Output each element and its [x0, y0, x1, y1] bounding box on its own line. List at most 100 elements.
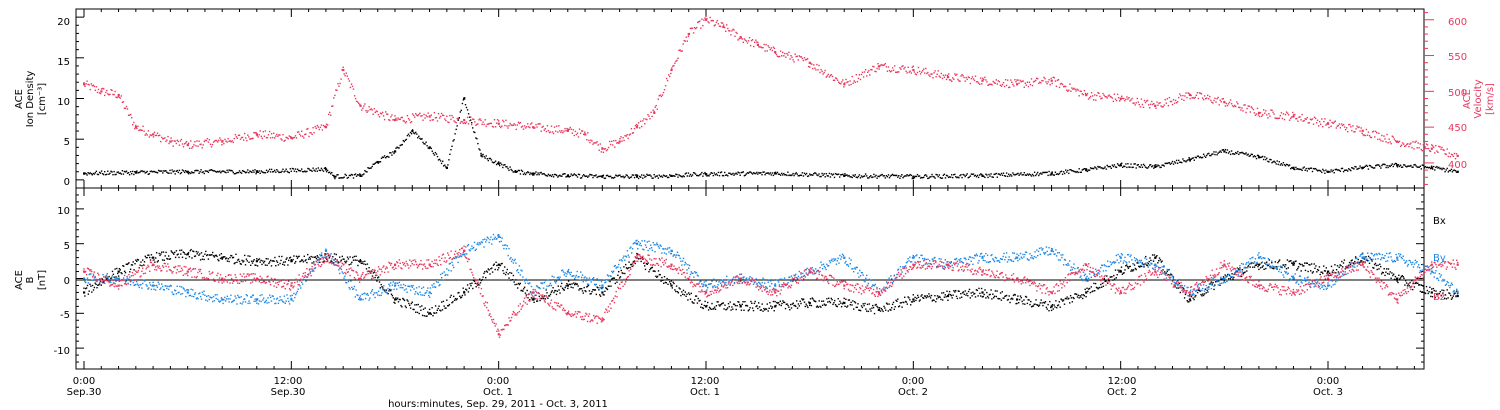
bx-point [174, 251, 176, 254]
bx-point [971, 295, 973, 297]
velocity-point [716, 19, 719, 22]
density-point [567, 174, 569, 176]
density-point [318, 169, 320, 171]
density-point [918, 175, 921, 177]
velocity-point [1210, 99, 1212, 102]
density-point [1359, 165, 1361, 167]
bx-point [740, 309, 743, 311]
velocity-point [124, 107, 127, 110]
velocity-point [324, 126, 328, 129]
velocity-point [1188, 92, 1190, 95]
velocity-point [177, 140, 179, 143]
bx-point [1448, 292, 1450, 294]
bx-point [1020, 297, 1022, 299]
bx-point [344, 260, 346, 263]
density-point [592, 176, 594, 179]
bx-point [1136, 262, 1138, 264]
density-point [880, 174, 882, 176]
velocity-point [394, 115, 396, 117]
density-point [194, 170, 196, 172]
bx-point [1307, 270, 1309, 273]
density-point [1231, 153, 1234, 155]
velocity-point [415, 113, 417, 115]
bx-point [862, 303, 864, 305]
velocity-point [166, 139, 168, 141]
bx-point [377, 277, 379, 279]
bx-point [221, 258, 223, 260]
velocity-point [771, 49, 773, 52]
density-point [851, 176, 853, 179]
velocity-point [1000, 85, 1003, 87]
velocity-point [634, 125, 637, 127]
bx-point [539, 299, 541, 302]
density-point [1125, 163, 1127, 165]
velocity-point [182, 146, 185, 148]
velocity-point [743, 38, 746, 40]
by-point [166, 287, 168, 290]
bx-point [180, 253, 182, 255]
panel-1-points [83, 15, 1459, 180]
density-point [1439, 168, 1441, 170]
bx-point [327, 254, 330, 257]
density-point [785, 174, 787, 176]
density-point [1192, 157, 1194, 159]
density-point [947, 176, 950, 179]
velocity-point [1367, 131, 1370, 133]
bx-point [726, 307, 729, 309]
density-point [136, 170, 138, 172]
bx-point [1186, 300, 1188, 302]
by-point [171, 291, 173, 293]
bx-point [1230, 276, 1232, 278]
velocity-point [1050, 77, 1052, 80]
bx-point [1422, 285, 1424, 287]
bx-point [209, 254, 211, 256]
velocity-point [758, 46, 760, 48]
velocity-point [484, 119, 486, 121]
bx-point [488, 269, 490, 271]
bx-point [1443, 297, 1446, 299]
velocity-point [1425, 143, 1428, 145]
density-point [828, 172, 831, 175]
by-point [154, 284, 156, 287]
density-point [834, 172, 837, 175]
density-point [1372, 167, 1375, 169]
bx-point [485, 270, 488, 272]
bx-point [401, 306, 403, 308]
density-point [1432, 168, 1434, 170]
bx-point [1060, 298, 1062, 300]
bx-point [342, 258, 344, 260]
bx-point [1310, 263, 1313, 265]
by-point [324, 249, 328, 252]
density-point [647, 174, 649, 176]
velocity-point [470, 116, 472, 118]
bx-point [544, 298, 546, 300]
density-point [191, 171, 193, 173]
by-point [1396, 256, 1399, 259]
bx-point [1202, 294, 1205, 297]
bx-point [1321, 271, 1323, 273]
bx-point [773, 310, 775, 312]
density-point [648, 174, 650, 176]
density-point [448, 159, 450, 161]
velocity-point [280, 138, 282, 140]
velocity-point [239, 138, 242, 140]
velocity-point [1331, 121, 1333, 124]
bx-point [292, 258, 294, 261]
density-point [796, 173, 798, 175]
velocity-point [1095, 99, 1097, 101]
velocity-point [1180, 95, 1182, 97]
velocity-point [1005, 84, 1008, 87]
density-point [1177, 162, 1179, 164]
density-point [972, 173, 975, 175]
bx-point [628, 261, 630, 263]
by-point [199, 292, 201, 294]
bx-point [1443, 289, 1445, 292]
bx-point [1402, 276, 1404, 278]
velocity-point [819, 71, 821, 74]
bx-point [1063, 303, 1066, 305]
bx-point [1003, 297, 1005, 299]
bx-point [998, 298, 1000, 300]
density-point [524, 173, 527, 176]
velocity-point [167, 135, 169, 138]
density-point [735, 172, 737, 174]
